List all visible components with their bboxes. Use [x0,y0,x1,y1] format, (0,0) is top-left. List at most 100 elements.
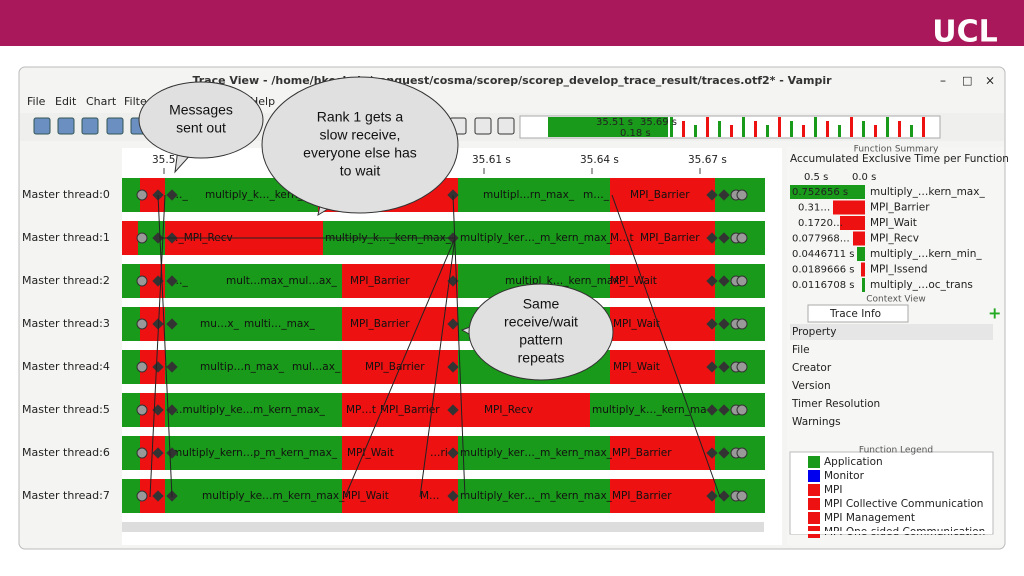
close-button[interactable]: × [985,74,995,88]
callout-text: slow receive, [320,127,401,143]
event-marker [736,275,748,287]
message-marker [718,447,730,459]
scrollbar [122,522,764,532]
minimap-tick [886,117,889,137]
toolbar-icon[interactable] [497,117,515,135]
scale-label: 0.5 s [804,172,828,183]
summary-name: MPI_Wait [870,217,917,229]
toolbar-icon[interactable] [474,117,492,135]
message-marker [166,318,178,330]
message-marker [166,447,178,459]
maximize-button[interactable]: □ [962,74,972,87]
zoom-label: 35.51 s [596,117,633,128]
time-tick-label: 35.64 s [580,154,619,166]
function-label: MPI_Barrier [612,490,672,502]
function-block [165,436,342,470]
toolbar-icon[interactable] [106,117,124,135]
callout-text: Messages [169,102,233,118]
summary-name: multiply_…oc_trans [870,279,973,291]
function-label: MPI_Barrier [612,447,672,459]
message-marker [718,232,730,244]
function-label: MPI_Wait [610,275,657,287]
header-bar [0,0,1024,46]
menu-item[interactable]: Filte [124,95,147,108]
event-marker [736,447,748,459]
minimap-tick [694,125,697,137]
function-label: multi…_max_ [244,318,315,330]
time-tick-label: 35.61 s [472,154,511,166]
minimap-tick [682,121,685,137]
callout-text: everyone else has [303,145,417,161]
function-label: MPI_Barrier [640,232,700,244]
tab[interactable] [807,304,909,323]
message-marker [718,189,730,201]
toolbar-icon[interactable] [81,117,99,135]
function-label: multiply_k…_kern_ [205,189,304,201]
legend-label: MPI Collective Communication [824,498,983,510]
callout-text: to wait [340,163,381,179]
tab-label[interactable]: Trace Info [829,308,881,320]
scale-label: 0.0 s [852,172,876,183]
callout-text: sent out [176,120,226,136]
callout-text: repeats [518,350,565,366]
event-marker [736,490,748,502]
function-label: MPI_Barrier [365,361,425,373]
summary-value: 0.0116708 s [792,280,854,291]
minimap-tick [742,117,745,137]
logo: UCL [932,15,998,50]
event-marker [736,232,748,244]
legend-swatch [808,470,820,482]
message-line [452,194,466,498]
event-marker [736,318,748,330]
event-marker [136,275,148,287]
message-marker [447,361,459,373]
message-marker [447,490,459,502]
message-line [149,194,166,498]
legend-swatch [808,456,820,468]
callout [138,81,264,159]
function-label: MPI_Wait [613,318,660,330]
function-label: …_ [172,189,189,201]
message-marker [152,404,164,416]
function-label: multiply_kern…p_m_kern_max_ [172,447,338,459]
minimap-tick [790,121,793,137]
function-block [458,479,610,513]
minimize-button[interactable]: – [940,74,946,88]
message-marker [447,318,459,330]
function-label: mult…max_mul…ax_ [226,275,337,287]
event-marker [136,404,148,416]
message-line [344,237,456,498]
function-label: mul…ax_ [292,361,341,373]
menu-item[interactable]: Edit [55,95,77,108]
row-label: Master thread:6 [22,446,110,459]
menu-item[interactable]: File [27,95,46,108]
callout-text: pattern [519,332,563,348]
row-label: Master thread:3 [22,317,110,330]
message-marker [166,404,178,416]
table-header [790,324,993,340]
add-button[interactable]: + [988,304,1001,323]
summary-bar [790,185,865,199]
legend-label: Monitor [824,470,865,482]
toolbar-icon[interactable] [57,117,75,135]
message-line [419,237,456,498]
summary-name: MPI_Barrier [870,202,930,214]
minimap-tick [706,117,709,137]
function-label: …ri [430,447,448,459]
message-marker [706,232,718,244]
legend-label: MPI Management [824,512,915,524]
toolbar-icon[interactable] [33,117,51,135]
message-marker [447,447,459,459]
property-row: Creator [792,362,832,374]
message-marker [166,275,178,287]
timeline-panel [122,148,782,545]
message-marker [152,490,164,502]
row-label: Master thread:4 [22,360,110,373]
minimap-tick [718,121,721,137]
function-block [610,436,715,470]
legend-label: Application [824,456,883,468]
menu-item[interactable]: Chart [86,95,117,108]
zoom-label: 35.69 s [640,117,677,128]
panel-heading: Accumulated Exclusive Time per Function [790,153,1009,165]
function-label: mu…x_ [200,318,240,330]
